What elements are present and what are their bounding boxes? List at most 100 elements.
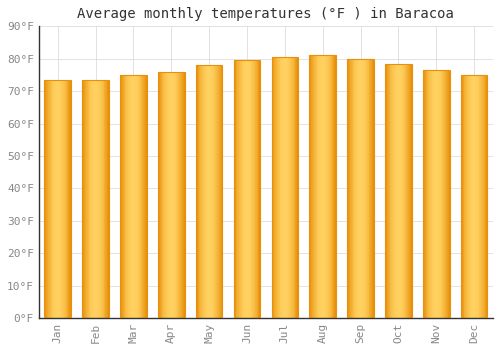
Bar bbox=[468, 75, 469, 318]
Bar bbox=[283, 57, 284, 318]
Bar bbox=[65, 80, 66, 318]
Bar bbox=[362, 59, 364, 318]
Bar bbox=[328, 55, 329, 318]
Bar bbox=[310, 55, 336, 318]
Bar bbox=[49, 80, 50, 318]
Bar bbox=[197, 65, 198, 318]
Bar bbox=[234, 60, 260, 318]
Bar bbox=[249, 60, 250, 318]
Bar bbox=[250, 60, 252, 318]
Bar bbox=[461, 75, 462, 318]
Bar bbox=[357, 59, 358, 318]
Bar bbox=[442, 70, 444, 318]
Bar bbox=[196, 65, 197, 318]
Bar bbox=[144, 75, 145, 318]
Bar bbox=[241, 60, 242, 318]
Bar bbox=[88, 80, 90, 318]
Bar bbox=[47, 80, 48, 318]
Bar bbox=[334, 55, 335, 318]
Bar bbox=[62, 80, 63, 318]
Bar bbox=[296, 57, 298, 318]
Bar bbox=[354, 59, 356, 318]
Bar bbox=[481, 75, 482, 318]
Bar bbox=[200, 65, 201, 318]
Bar bbox=[395, 64, 396, 318]
Bar bbox=[437, 70, 438, 318]
Bar bbox=[358, 59, 359, 318]
Bar bbox=[93, 80, 94, 318]
Bar bbox=[130, 75, 131, 318]
Bar bbox=[204, 65, 206, 318]
Bar bbox=[85, 80, 86, 318]
Bar bbox=[464, 75, 466, 318]
Bar bbox=[140, 75, 141, 318]
Bar bbox=[297, 57, 298, 318]
Bar bbox=[220, 65, 222, 318]
Bar bbox=[426, 70, 428, 318]
Bar bbox=[409, 64, 410, 318]
Bar bbox=[310, 55, 312, 318]
Bar bbox=[198, 65, 200, 318]
Bar bbox=[82, 80, 84, 318]
Bar bbox=[82, 80, 109, 318]
Bar bbox=[92, 80, 93, 318]
Bar bbox=[137, 75, 138, 318]
Bar bbox=[423, 70, 450, 318]
Bar bbox=[254, 60, 255, 318]
Bar bbox=[474, 75, 475, 318]
Bar bbox=[164, 72, 165, 318]
Bar bbox=[429, 70, 430, 318]
Bar bbox=[165, 72, 166, 318]
Bar bbox=[138, 75, 139, 318]
Bar bbox=[252, 60, 253, 318]
Bar bbox=[440, 70, 442, 318]
Bar bbox=[166, 72, 167, 318]
Bar bbox=[447, 70, 448, 318]
Bar bbox=[181, 72, 182, 318]
Title: Average monthly temperatures (°F ) in Baracoa: Average monthly temperatures (°F ) in Ba… bbox=[78, 7, 454, 21]
Bar bbox=[143, 75, 144, 318]
Bar bbox=[363, 59, 364, 318]
Bar bbox=[393, 64, 394, 318]
Bar bbox=[101, 80, 102, 318]
Bar bbox=[335, 55, 336, 318]
Bar bbox=[44, 80, 71, 318]
Bar bbox=[402, 64, 403, 318]
Bar bbox=[86, 80, 87, 318]
Bar bbox=[203, 65, 204, 318]
Bar bbox=[106, 80, 107, 318]
Bar bbox=[240, 60, 241, 318]
Bar bbox=[55, 80, 56, 318]
Bar bbox=[182, 72, 183, 318]
Bar bbox=[174, 72, 175, 318]
Bar bbox=[350, 59, 351, 318]
Bar bbox=[104, 80, 106, 318]
Bar bbox=[472, 75, 474, 318]
Bar bbox=[196, 65, 222, 318]
Bar bbox=[359, 59, 360, 318]
Bar bbox=[275, 57, 276, 318]
Bar bbox=[180, 72, 181, 318]
Bar bbox=[408, 64, 409, 318]
Bar bbox=[57, 80, 58, 318]
Bar bbox=[388, 64, 390, 318]
Bar bbox=[176, 72, 178, 318]
Bar bbox=[278, 57, 280, 318]
Bar bbox=[484, 75, 486, 318]
Bar bbox=[432, 70, 433, 318]
Bar bbox=[253, 60, 254, 318]
Bar bbox=[60, 80, 62, 318]
Bar bbox=[461, 75, 487, 318]
Bar bbox=[70, 80, 71, 318]
Bar bbox=[404, 64, 406, 318]
Bar bbox=[321, 55, 322, 318]
Bar bbox=[172, 72, 173, 318]
Bar bbox=[135, 75, 136, 318]
Bar bbox=[477, 75, 478, 318]
Bar bbox=[276, 57, 277, 318]
Bar bbox=[366, 59, 368, 318]
Bar bbox=[431, 70, 432, 318]
Bar bbox=[168, 72, 170, 318]
Bar bbox=[212, 65, 214, 318]
Bar bbox=[290, 57, 291, 318]
